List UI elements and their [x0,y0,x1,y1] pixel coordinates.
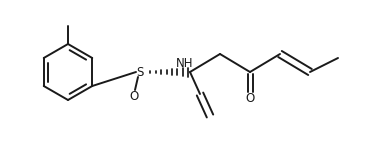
Text: O: O [129,90,139,103]
Text: S: S [136,66,144,78]
Text: NH: NH [176,57,194,70]
Text: O: O [245,91,255,104]
